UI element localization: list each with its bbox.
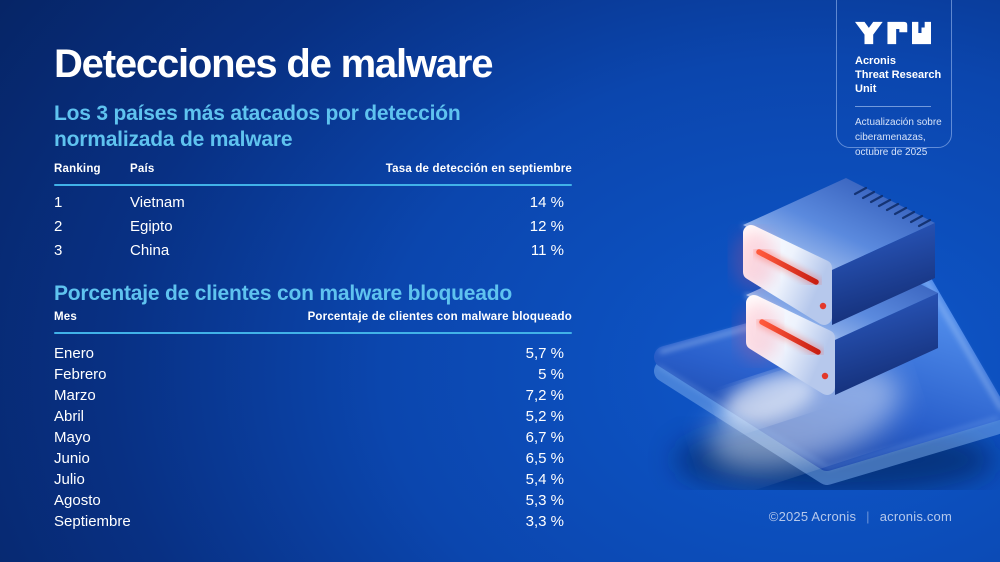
month-cell: Enero — [54, 345, 95, 362]
page-title: Detecciones de malware — [54, 42, 493, 86]
value-cell: 5 % — [538, 366, 564, 383]
footer: ©2025 Acronis | acronis.com — [769, 509, 952, 524]
value-cell: 12 % — [529, 217, 564, 235]
table-body: 1 Vietnam 14 % 2 Egipto 12 % 3 China 11 … — [54, 186, 572, 262]
copyright-text: ©2025 Acronis — [768, 509, 857, 524]
table-row: Mayo 6,7 % — [54, 427, 572, 448]
month-cell: Agosto — [54, 492, 101, 509]
value-cell: 6,5 % — [525, 450, 564, 467]
rank-cell: 3 — [54, 241, 63, 259]
table-row: Marzo 7,2 % — [54, 385, 572, 406]
rank-cell: 2 — [54, 217, 63, 235]
country-cell: Vietnam — [130, 193, 185, 211]
status-led — [819, 302, 827, 310]
top-countries-table: Ranking País Tasa de detección en septie… — [54, 163, 572, 262]
table-row: 2 Egipto 12 % — [54, 214, 572, 238]
month-cell: Febrero — [54, 366, 107, 383]
tru-logo-icon — [855, 21, 931, 45]
note-line: ciberamenazas, — [855, 132, 926, 143]
country-cell: China — [130, 241, 170, 259]
col-header-country: País — [130, 163, 155, 175]
status-led — [821, 372, 829, 380]
org-line: Unit — [855, 83, 877, 95]
country-cell: Egipto — [130, 217, 173, 235]
col-header-detection-rate: Tasa de detección en septiembre — [385, 163, 572, 175]
month-cell: Abril — [54, 408, 85, 425]
month-cell: Mayo — [54, 429, 91, 446]
server-stack-illustration — [620, 160, 1000, 496]
table-row: Agosto 5,3 % — [54, 490, 572, 511]
col-header-blocked-percentage: Porcentaje de clientes con malware bloqu… — [307, 311, 572, 323]
section-title-line: Los 3 países más atacados por detección — [54, 102, 461, 125]
table-header-row: Ranking País Tasa de detección en septie… — [54, 163, 572, 184]
table-row: Abril 5,2 % — [54, 406, 572, 427]
tru-badge: Acronis Threat Research Unit Actualizaci… — [836, 0, 952, 158]
vent-grill — [853, 186, 932, 228]
note-line: Actualización sobre — [855, 117, 942, 128]
col-header-month: Mes — [54, 311, 77, 323]
month-cell: Julio — [54, 471, 85, 488]
table-row: Febrero 5 % — [54, 364, 572, 385]
value-cell: 3,3 % — [525, 513, 564, 530]
table-body: Enero 5,7 % Febrero 5 % Marzo 7,2 % Abri… — [54, 334, 572, 532]
tru-org-name: Acronis Threat Research Unit — [855, 54, 951, 96]
badge-update-note: Actualización sobre ciberamenazas, octub… — [855, 115, 951, 160]
value-cell: 5,3 % — [525, 492, 564, 509]
table-row: Julio 5,4 % — [54, 469, 572, 490]
footer-separator: | — [866, 509, 870, 524]
status-stripe — [756, 316, 824, 358]
blocked-clients-table: Mes Porcentaje de clientes con malware b… — [54, 311, 572, 532]
server-unit-top — [732, 178, 935, 325]
table-header-row: Mes Porcentaje de clientes con malware b… — [54, 311, 572, 332]
value-cell: 14 % — [529, 193, 564, 211]
month-cell: Junio — [54, 450, 90, 467]
rank-cell: 1 — [54, 193, 63, 211]
table-row: 3 China 11 % — [54, 238, 572, 262]
month-cell: Marzo — [54, 387, 96, 404]
value-cell: 6,7 % — [525, 429, 564, 446]
table-row: Septiembre 3,3 % — [54, 511, 572, 532]
section-blocked-clients-title: Porcentaje de clientes con malware bloqu… — [54, 282, 513, 305]
badge-divider — [855, 106, 931, 107]
table-divider-line — [54, 332, 572, 334]
section-top-countries-title: Los 3 países más atacados por detección … — [54, 101, 574, 153]
org-line: Acronis — [855, 55, 896, 67]
value-cell: 5,2 % — [525, 408, 564, 425]
note-line: octubre de 2025 — [855, 147, 928, 158]
col-header-ranking: Ranking — [54, 163, 101, 175]
table-divider-line — [54, 184, 572, 186]
website-text: acronis.com — [879, 509, 952, 524]
value-cell: 5,7 % — [525, 345, 564, 362]
value-cell: 5,4 % — [525, 471, 564, 488]
org-line: Threat Research — [855, 69, 942, 81]
table-row: Enero 5,7 % — [54, 343, 572, 364]
month-cell: Septiembre — [54, 513, 131, 530]
value-cell: 11 % — [530, 241, 564, 259]
table-row: Junio 6,5 % — [54, 448, 572, 469]
section-title-line: normalizada de malware — [54, 128, 293, 151]
table-row: 1 Vietnam 14 % — [54, 190, 572, 214]
status-stripe — [753, 246, 822, 288]
value-cell: 7,2 % — [525, 387, 564, 404]
